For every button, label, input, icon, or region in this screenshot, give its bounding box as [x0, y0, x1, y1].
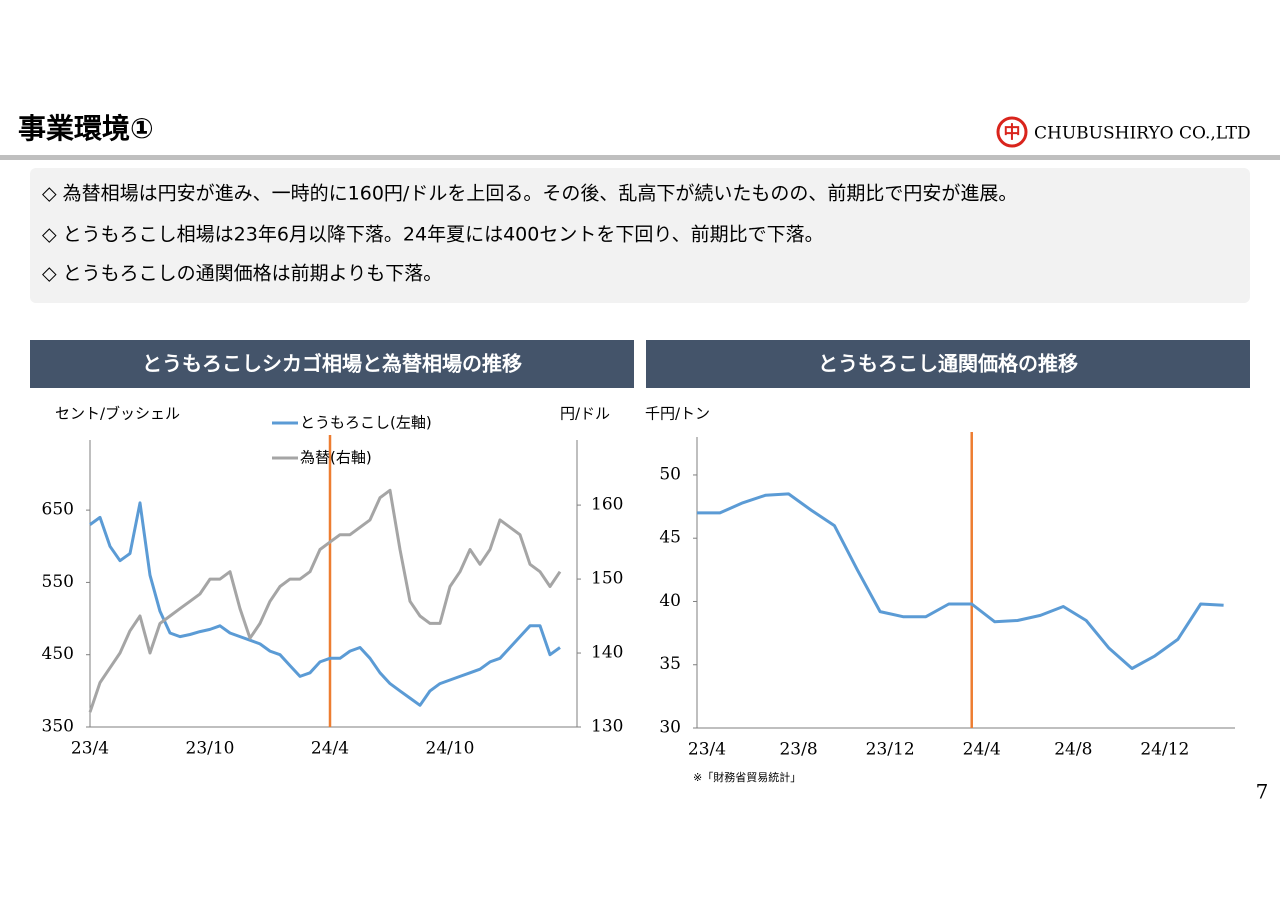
series-line: [89, 501, 561, 707]
logo-mark: 中: [1004, 122, 1021, 143]
x-tick-label: 23/10: [186, 739, 235, 759]
chart-header: [646, 340, 1250, 388]
x-tick-label: 23/4: [71, 739, 109, 759]
y-tick-label: 45: [659, 528, 681, 548]
y2-tick-label: 160: [591, 495, 623, 515]
x-tick-label: 23/4: [688, 740, 726, 760]
y-tick-label: 350: [42, 717, 74, 737]
slide-title: 事業環境①: [18, 112, 154, 145]
x-tick-label: 23/12: [866, 740, 915, 760]
chart-title: とうもろこしシカゴ相場と為替相場の推移: [142, 352, 522, 376]
y-tick-label: 30: [659, 718, 681, 738]
y2-tick-label: 140: [591, 643, 623, 663]
y-tick-label: 50: [659, 464, 681, 484]
legend-label: とうもろこし(左軸): [300, 414, 432, 432]
y-tick-label: 550: [42, 572, 74, 592]
x-tick-label: 24/8: [1054, 740, 1092, 760]
series-line: [697, 492, 1224, 670]
x-tick-label: 24/4: [311, 739, 349, 759]
summary-box: [30, 168, 1250, 303]
source-note: ※「財務省貿易統計」: [693, 770, 801, 784]
y-tick-label: 40: [659, 591, 681, 611]
legend-label: 為替(右軸): [300, 449, 372, 467]
header-rule: [0, 155, 1280, 160]
x-tick-label: 24/4: [963, 740, 1001, 760]
y-tick-label: 450: [42, 644, 74, 664]
y2-axis-title: 円/ドル: [560, 405, 610, 423]
chart-header: [30, 340, 634, 388]
bullet: ◇ 為替相場は円安が進み、一時的に160円/ドルを上回る。その後、乱高下が続いた…: [42, 183, 1017, 205]
page-number: 7: [1256, 780, 1269, 804]
x-tick-label: 24/12: [1140, 740, 1189, 760]
x-tick-label: 23/8: [779, 740, 817, 760]
logo: [996, 116, 1028, 148]
company-name: CHUBUSHIRYO CO.,LTD: [1034, 124, 1251, 144]
series-line: [88, 488, 562, 713]
y2-tick-label: 130: [591, 717, 623, 737]
bullet: ◇ とうもろこしの通関価格は前期よりも下落。: [42, 263, 442, 285]
y-tick-label: 650: [42, 500, 74, 520]
y2-tick-label: 150: [591, 569, 623, 589]
y-axis-title: セント/ブッシェル: [55, 405, 180, 423]
x-tick-label: 24/10: [426, 739, 475, 759]
y-tick-label: 35: [659, 654, 681, 674]
y-axis-title: 千円/トン: [645, 405, 710, 423]
bullet: ◇ とうもろこし相場は23年6月以降下落。24年夏には400セントを下回り、前期…: [42, 224, 824, 246]
chart-title: とうもろこし通関価格の推移: [818, 352, 1078, 376]
